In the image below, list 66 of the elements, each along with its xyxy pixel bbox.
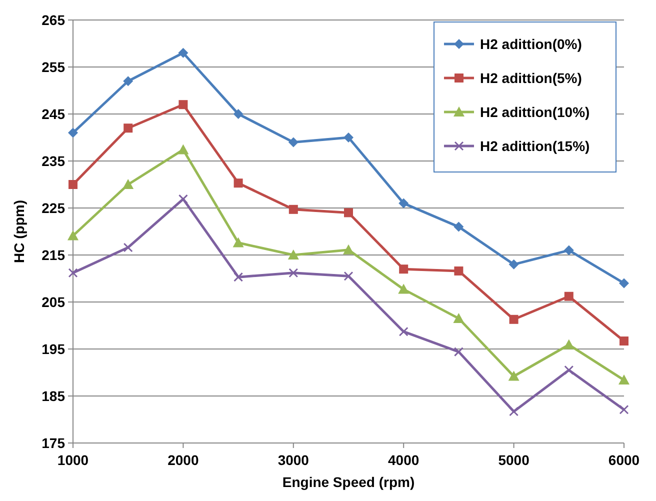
y-tick-label: 205 (42, 294, 66, 310)
point (288, 137, 298, 148)
x-tick-label: 3000 (278, 452, 310, 468)
point (564, 245, 574, 256)
point (123, 242, 133, 252)
point (288, 268, 298, 278)
point (454, 266, 464, 276)
point (344, 271, 354, 281)
point (68, 180, 78, 189)
point (398, 198, 409, 208)
point (508, 370, 520, 381)
point (620, 336, 628, 346)
point (618, 374, 630, 385)
point (178, 48, 188, 58)
point (398, 326, 408, 336)
point (178, 194, 188, 204)
point (509, 406, 519, 416)
point (234, 178, 243, 188)
x-tick-label: 2000 (168, 452, 199, 468)
y-tick-label: 255 (42, 58, 66, 75)
point (344, 208, 353, 218)
point (123, 76, 134, 86)
x-axis-title: Engine Speed (rpm) (282, 474, 415, 490)
y-tick-label: 235 (42, 152, 66, 169)
legend-label: H2 adittion(5%) (480, 70, 582, 86)
point (178, 144, 189, 154)
x-tick-label: 1000 (57, 452, 89, 468)
y-tick-label: 215 (42, 246, 66, 263)
point (399, 264, 408, 274)
point (563, 339, 574, 350)
x-tick-label: 6000 (608, 452, 640, 468)
point (178, 100, 188, 110)
point (233, 109, 244, 119)
point (454, 347, 464, 357)
legend-label: H2 adittion(15%) (480, 138, 590, 154)
point (288, 204, 298, 214)
y-tick-label: 245 (42, 106, 66, 122)
y-tick-label: 175 (42, 434, 66, 451)
point (288, 250, 299, 260)
point (234, 272, 244, 282)
point (68, 128, 78, 138)
y-tick-label: 225 (42, 200, 66, 216)
point (619, 404, 629, 414)
point (398, 284, 410, 294)
point (68, 230, 78, 240)
x-tick-label: 5000 (498, 452, 530, 468)
point (68, 268, 78, 278)
point (344, 132, 354, 142)
x-tick-label: 4000 (388, 452, 420, 468)
point (232, 237, 244, 248)
point (124, 124, 133, 133)
point (508, 259, 519, 270)
point (343, 244, 354, 254)
y-tick-label: 195 (42, 340, 66, 357)
point (454, 222, 464, 232)
y-tick-label: 265 (42, 12, 66, 28)
legend-label: H2 adittion(0%) (480, 36, 582, 52)
y-tick-label: 185 (42, 388, 66, 404)
y-axis-title: HC (ppm) (11, 200, 27, 263)
point (453, 312, 464, 323)
point (122, 179, 134, 189)
point (564, 292, 574, 301)
point (509, 314, 518, 324)
point (619, 278, 629, 288)
legend-label: H2 adittion(10%) (480, 104, 590, 120)
point (564, 365, 574, 375)
